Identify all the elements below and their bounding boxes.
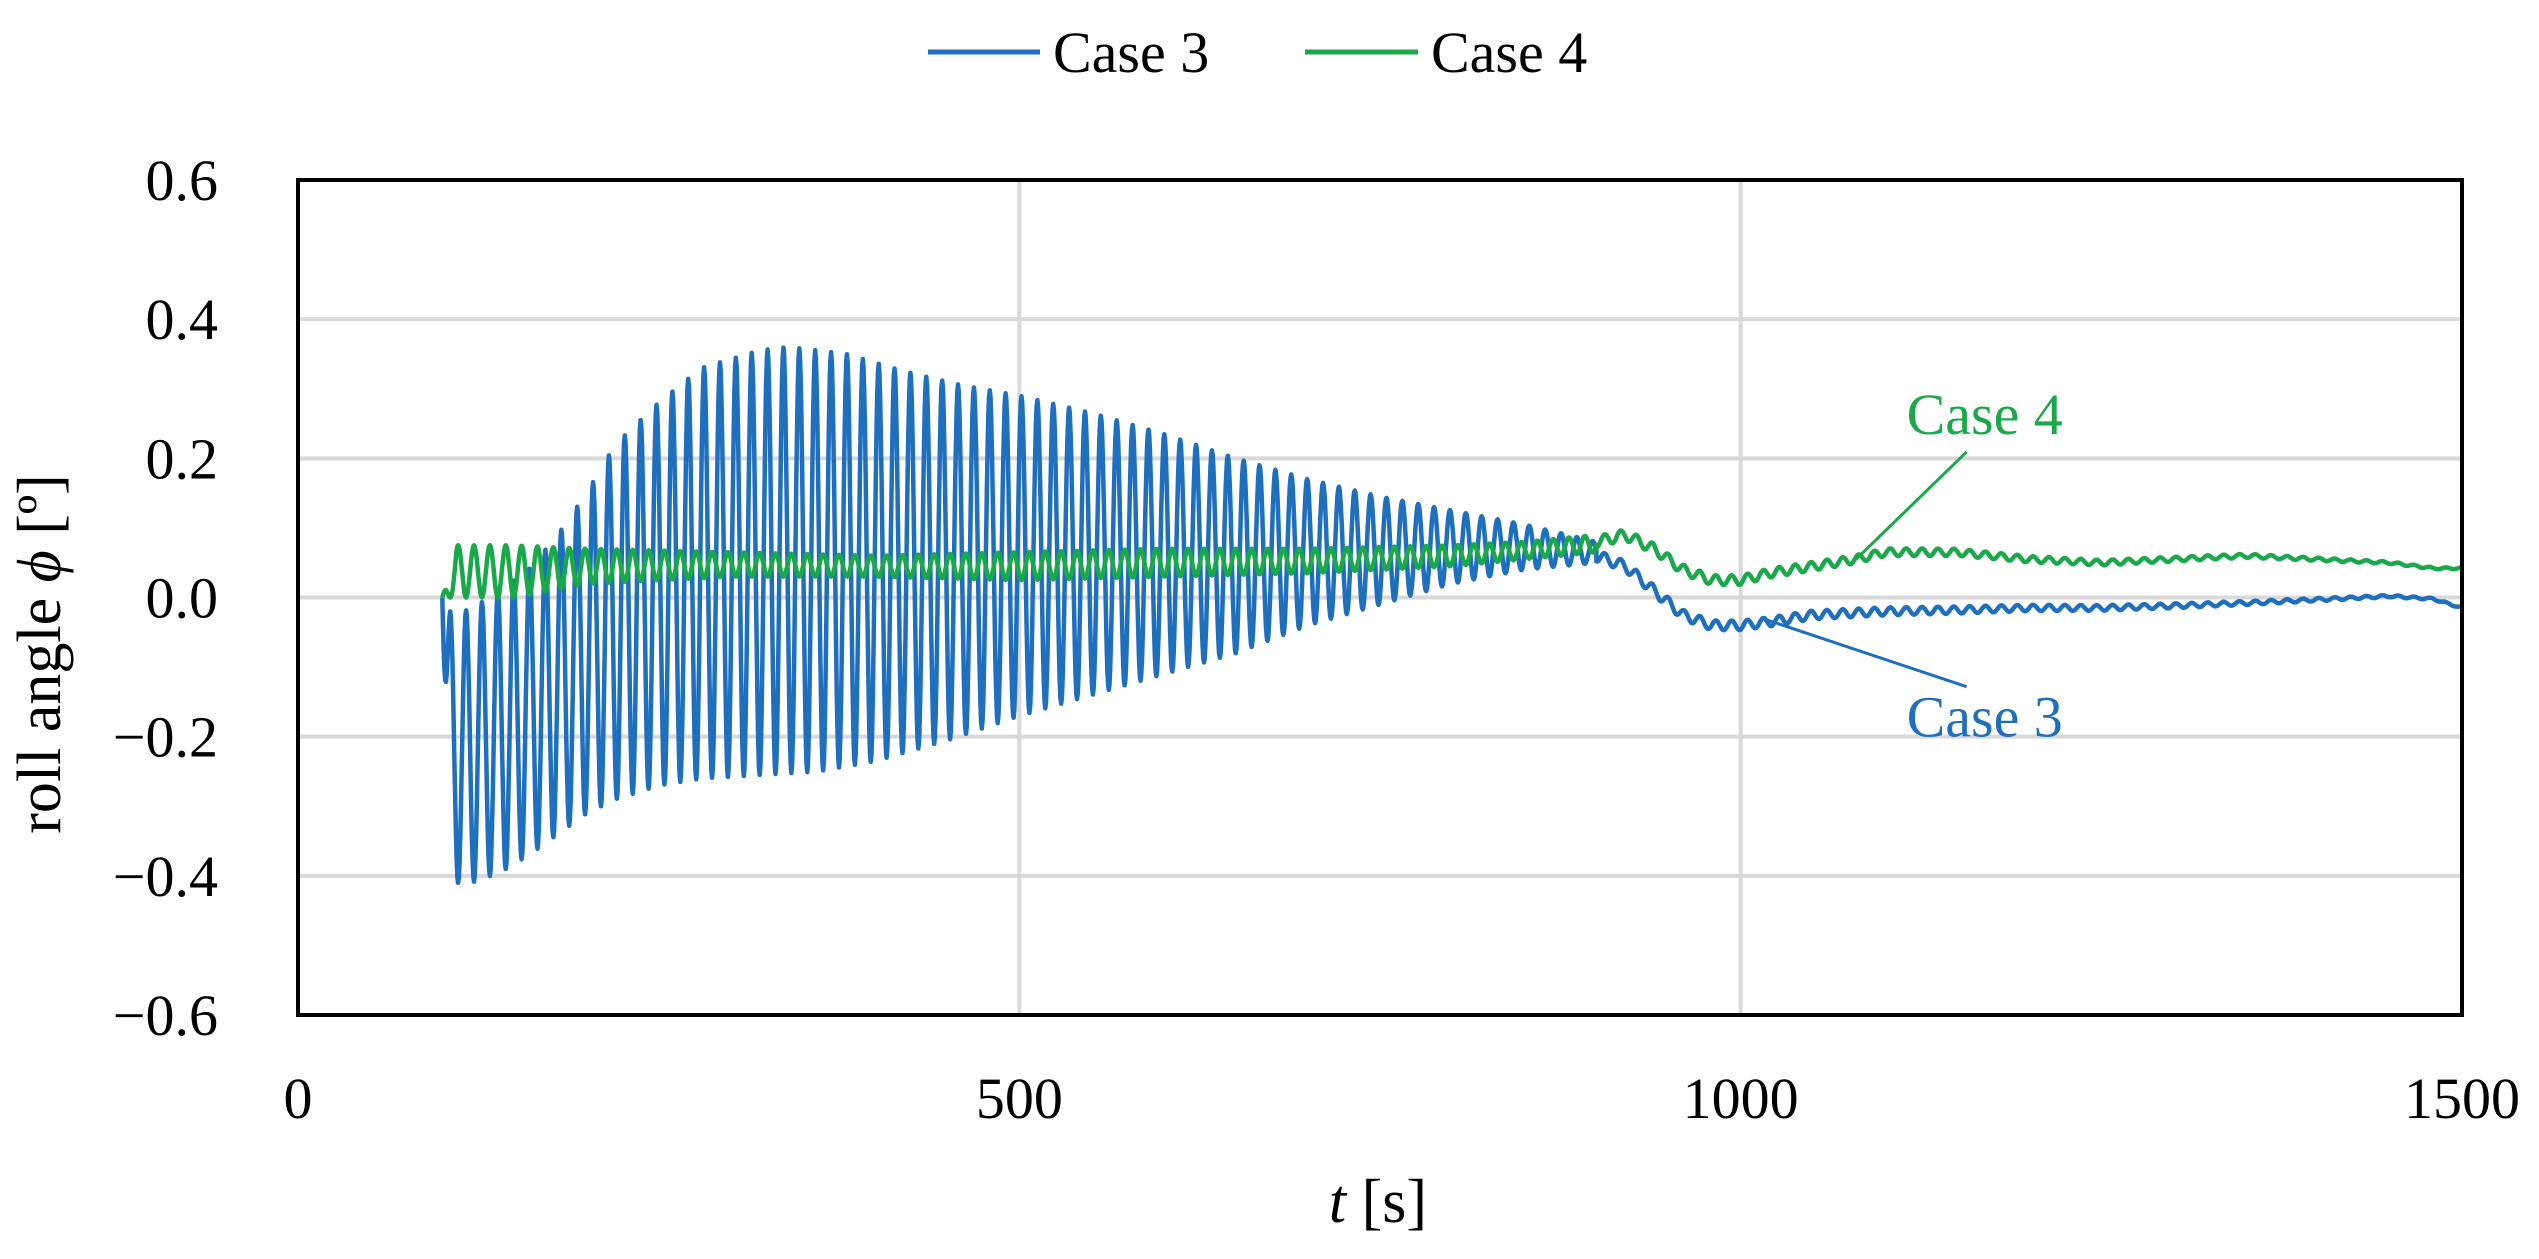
legend-item-case-3: Case 3	[928, 20, 1209, 85]
series-line-case-4	[440, 528, 2464, 600]
annotation-leader-case-4	[1855, 450, 1968, 561]
series-layer	[440, 345, 2464, 886]
annotation-label-case-4: Case 4	[1907, 382, 2063, 447]
annotations: Case 4 Case 3	[1761, 382, 2063, 750]
legend: Case 3 Case 4	[928, 20, 1587, 85]
legend-item-case-4: Case 4	[1305, 20, 1587, 85]
x-axis-title-unit: [s]	[1346, 1168, 1427, 1236]
x-tick-label: 1500	[2404, 1066, 2520, 1131]
y-axis-title: roll angle ϕ [º]	[6, 474, 74, 834]
y-axis-title-symbol: ϕ	[6, 550, 74, 582]
x-tick-label: 500	[976, 1066, 1063, 1131]
y-tick-label: −0.4	[113, 844, 218, 909]
y-axis-title-text: roll angle	[6, 582, 74, 833]
y-tick-label: 0.4	[146, 287, 219, 352]
legend-label-case-3: Case 3	[1053, 20, 1209, 85]
y-tick-label: 0.2	[146, 426, 219, 491]
legend-label-case-4: Case 4	[1431, 20, 1587, 85]
x-tick-label: 0	[284, 1066, 313, 1131]
y-tick-label: 0.6	[146, 148, 219, 213]
x-axis-title: t [s]	[1329, 1168, 1427, 1236]
y-tick-label: −0.2	[113, 705, 218, 770]
y-tick-label: −0.6	[113, 983, 218, 1048]
annotation-leader-case-3	[1761, 616, 1968, 689]
series-line-case-3	[440, 345, 2464, 886]
plot-area-frame	[296, 178, 2464, 1017]
x-tick-label: 1000	[1683, 1066, 1799, 1131]
annotation-label-case-3: Case 3	[1907, 685, 2063, 750]
x-axis-title-variable: t	[1329, 1168, 1348, 1236]
y-tick-label: 0.0	[146, 566, 219, 631]
y-axis-title-unit: [º]	[6, 474, 74, 550]
tick-labels: −0.6 −0.4 −0.2 0.0 0.2 0.4 0.6 0 500 1000 1500	[113, 148, 2520, 1131]
